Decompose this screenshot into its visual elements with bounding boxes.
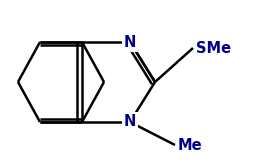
Text: SMe: SMe <box>196 40 231 55</box>
Text: N: N <box>124 114 136 129</box>
Text: Me: Me <box>178 138 202 153</box>
Text: N: N <box>124 35 136 50</box>
